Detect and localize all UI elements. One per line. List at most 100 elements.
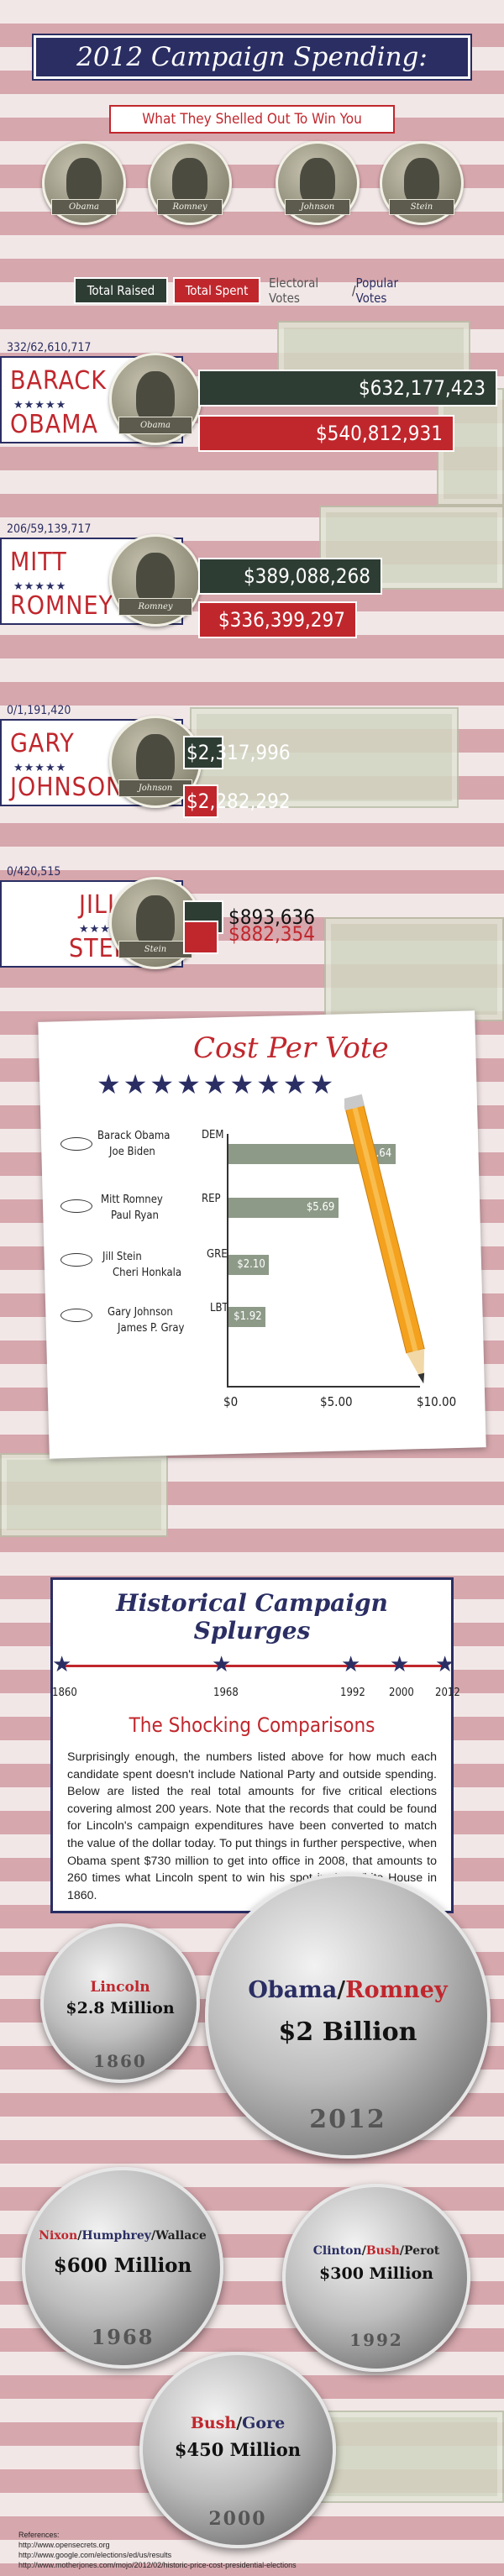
name-separator: / bbox=[399, 2244, 405, 2258]
coin-candidates: Obama/Romney bbox=[208, 1977, 487, 2003]
candidate-votes: 206/59,139,717 bbox=[7, 522, 92, 536]
portrait-icon bbox=[404, 157, 439, 206]
spent-value: $2,282,292 bbox=[186, 790, 291, 813]
candidate-bush: Bush bbox=[190, 2414, 237, 2432]
dollar-bill-decoration bbox=[190, 707, 459, 808]
coin-candidates: Lincoln bbox=[90, 1979, 150, 1996]
cpv-bar bbox=[228, 1255, 269, 1275]
timeline-year: 2000 bbox=[389, 1687, 414, 1699]
dollar-bill-decoration bbox=[324, 917, 504, 1021]
legend-electoral-votes: Electoral Votes bbox=[269, 275, 319, 306]
timeline-year: 2012 bbox=[435, 1687, 460, 1699]
references: References: http://www.opensecrets.org h… bbox=[18, 2530, 297, 2571]
ballot-oval-icon bbox=[60, 1253, 92, 1267]
name-separator: / bbox=[361, 2244, 366, 2258]
cpv-candidate-names: Gary Johnson James P. Gray bbox=[108, 1305, 184, 1337]
cpv-y-axis bbox=[227, 1134, 228, 1386]
cpv-party: LBT bbox=[210, 1302, 228, 1314]
spent-bar bbox=[183, 784, 218, 818]
candidate-romney: Romney bbox=[345, 1977, 448, 2003]
timeline-star-icon: ★ bbox=[52, 1651, 72, 1676]
cpv-tick-label: $0 bbox=[223, 1394, 239, 1409]
candidate-coin: Obama bbox=[109, 353, 202, 445]
coin-candidates: Clinton/Bush/Perot bbox=[286, 2244, 467, 2258]
raised-value: $2,317,996 bbox=[186, 741, 291, 764]
cpv-candidate-names: Barack Obama Joe Biden bbox=[97, 1129, 170, 1161]
coin-year: 1860 bbox=[93, 2051, 147, 2071]
ballot-oval-icon bbox=[60, 1137, 92, 1151]
timeline-year: 1968 bbox=[213, 1687, 239, 1699]
header-coin-johnson: Johnson bbox=[276, 141, 360, 225]
candidate-bush: Bush bbox=[365, 2244, 400, 2258]
coin-candidates: Bush/Gore bbox=[143, 2414, 333, 2432]
portrait-icon bbox=[136, 552, 175, 606]
page-subtitle: What They Shelled Out To Win You bbox=[142, 111, 362, 128]
title-banner: 2012 Campaign Spending: bbox=[34, 35, 470, 79]
timeline-year: 1860 bbox=[52, 1687, 77, 1699]
cpv-candidate-names: Jill Stein Cheri Honkala bbox=[102, 1250, 181, 1282]
candidate-clinton: Clinton bbox=[312, 2244, 362, 2258]
timeline-year: 1992 bbox=[340, 1687, 365, 1699]
raised-value: $389,088,268 bbox=[243, 564, 370, 588]
cpv-tick-label: $5.00 bbox=[320, 1394, 353, 1409]
candidate-coin: Romney bbox=[109, 534, 202, 627]
reference-link[interactable]: http://www.google.com/elections/ed/us/re… bbox=[18, 2551, 172, 2560]
coin-candidates: Nixon/Humphrey/Wallace bbox=[25, 2229, 220, 2243]
cpv-name-1: Jill Stein bbox=[102, 1251, 142, 1263]
coin-amount: $450 Million bbox=[174, 2439, 302, 2460]
decorative-stars-icon: ★★★★★★★★★ bbox=[97, 1069, 337, 1099]
spent-bar bbox=[183, 921, 218, 954]
header-coin-romney: Romney bbox=[148, 141, 232, 225]
coin-year: 1992 bbox=[349, 2330, 403, 2350]
coin-ribbon: Romney bbox=[118, 597, 192, 616]
candidate-votes: 0/420,515 bbox=[7, 865, 61, 879]
coin-1992-clinton-bush-perot: Clinton/Bush/Perot $300 Million 1992 bbox=[282, 2184, 470, 2372]
historical-body-text: Surprisingly enough, the numbers listed … bbox=[67, 1750, 437, 1902]
candidate-first-name: GARY bbox=[10, 729, 75, 758]
reference-link[interactable]: http://www.motherjones.com/mojo/2012/02/… bbox=[18, 2561, 297, 2570]
raised-bar bbox=[183, 736, 223, 769]
coin-amount: $2 Billion bbox=[278, 2017, 417, 2047]
shocking-comparisons-title: The Shocking Comparisons bbox=[129, 1713, 375, 1737]
name-separator: / bbox=[236, 2414, 243, 2432]
candidate-votes: 332/62,610,717 bbox=[7, 341, 92, 354]
candidate-last-name: OBAMA bbox=[10, 410, 98, 439]
raised-value: $893,636 bbox=[228, 905, 315, 929]
legend-separator: / bbox=[351, 283, 356, 298]
candidate-wallace: Wallace bbox=[155, 2229, 207, 2243]
spent-bar: $540,812,931 bbox=[198, 415, 454, 452]
cpv-bar-label: $2.10 bbox=[237, 1258, 265, 1271]
portrait-icon bbox=[300, 157, 335, 206]
spent-value: $882,354 bbox=[228, 922, 315, 946]
cpv-bar bbox=[228, 1198, 339, 1218]
name-separator: / bbox=[150, 2229, 156, 2243]
coin-year: 2000 bbox=[208, 2508, 267, 2530]
historical-title: Historical Campaign Splurges bbox=[116, 1589, 388, 1645]
name-separator: / bbox=[77, 2229, 82, 2243]
legend-popular-votes: Popular Votes bbox=[355, 275, 399, 306]
ballot-oval-icon bbox=[60, 1199, 92, 1213]
timeline-star-icon: ★ bbox=[390, 1651, 410, 1676]
portrait-icon bbox=[136, 895, 175, 948]
rating-stars-icon: ★★★★★ bbox=[13, 580, 67, 592]
cpv-name-1: Barack Obama bbox=[97, 1130, 171, 1142]
cost-per-vote-title: Cost Per Vote bbox=[193, 1031, 389, 1065]
timeline-line bbox=[60, 1665, 444, 1667]
candidate-last-name: JOHNSON bbox=[10, 773, 124, 802]
cpv-x-axis bbox=[227, 1386, 420, 1388]
cpv-party: DEM bbox=[202, 1129, 224, 1141]
cpv-party: GRE bbox=[207, 1248, 228, 1261]
cpv-bar bbox=[228, 1307, 265, 1327]
ballot-oval-icon bbox=[60, 1309, 92, 1322]
coin-amount: $2.8 Million bbox=[66, 1999, 175, 2017]
coin-2000-bush-gore: Bush/Gore $450 Million 2000 bbox=[139, 2352, 336, 2548]
reference-link[interactable]: http://www.opensecrets.org bbox=[18, 2541, 110, 2550]
spent-bar: $336,399,297 bbox=[198, 601, 357, 638]
pencil-icon bbox=[344, 1094, 425, 1384]
timeline-star-icon: ★ bbox=[435, 1651, 455, 1676]
coin-2012-obama-romney: Obama/Romney $2 Billion 2012 bbox=[205, 1873, 491, 2159]
candidate-gore: Gore bbox=[242, 2414, 286, 2432]
candidate-last-name: ROMNEY bbox=[10, 591, 113, 621]
dollar-bill-decoration bbox=[0, 1453, 168, 1537]
timeline-star-icon: ★ bbox=[212, 1651, 232, 1676]
